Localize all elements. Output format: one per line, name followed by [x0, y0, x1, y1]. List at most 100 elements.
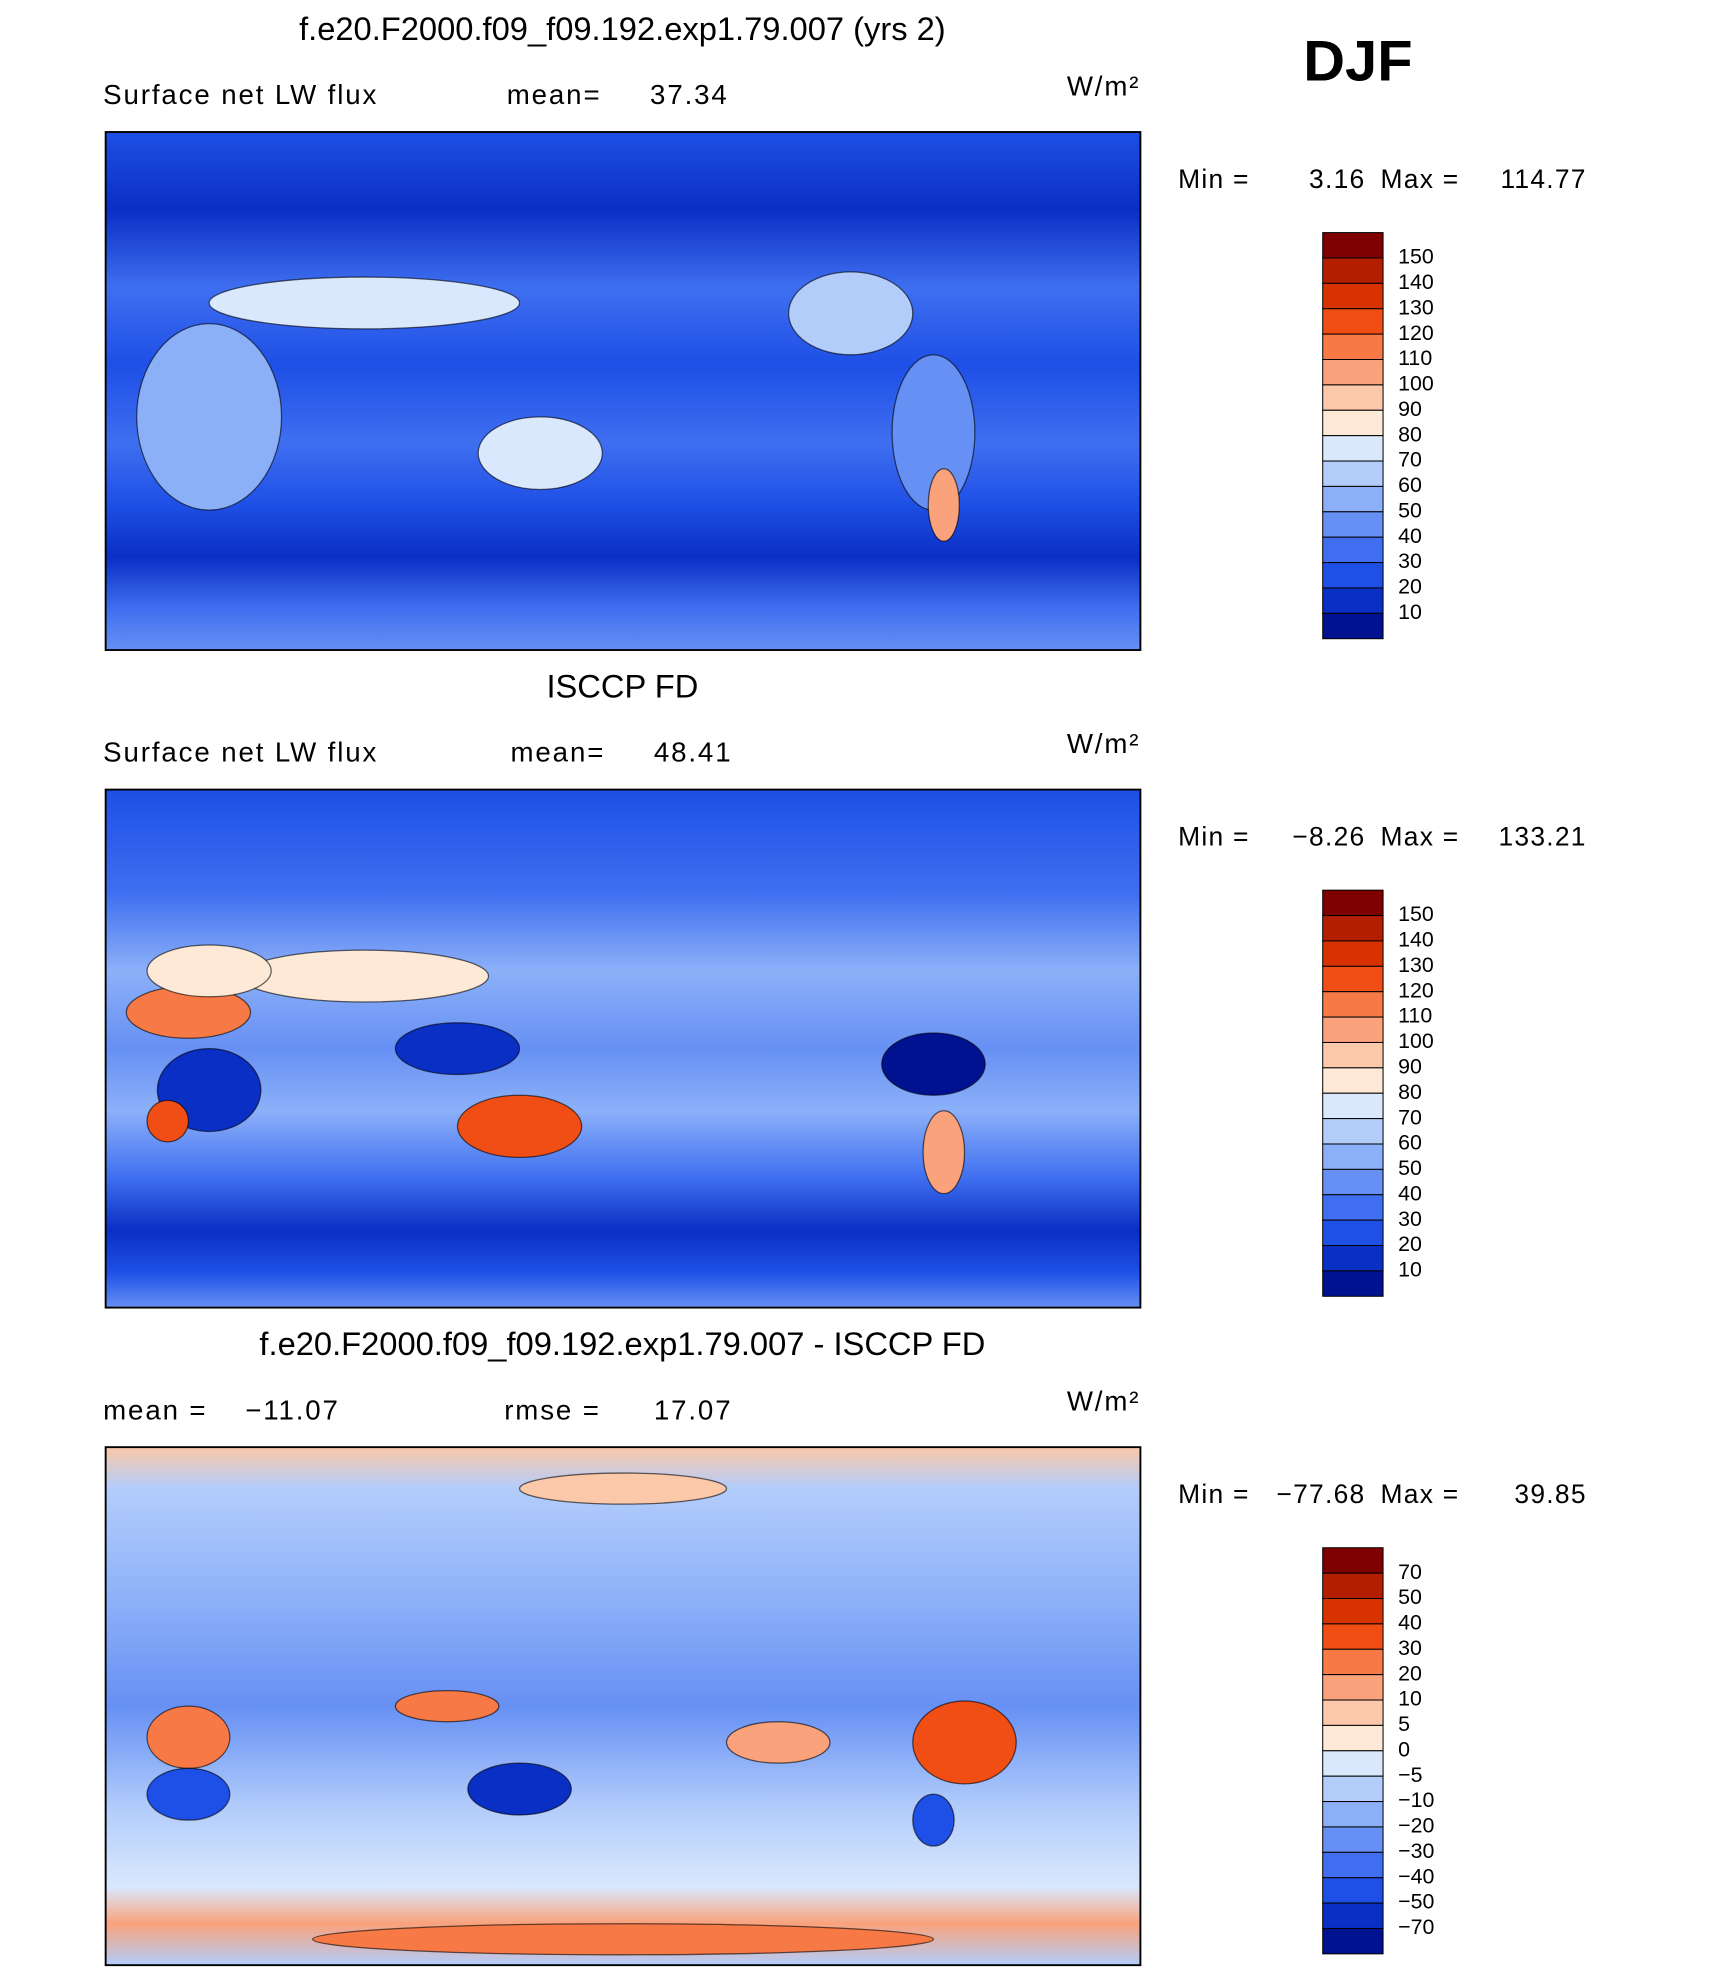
colorbar-label: 150	[1398, 245, 1434, 269]
colorbar-box	[1322, 562, 1384, 589]
colorbar-box	[1322, 282, 1384, 310]
colorbar-label: 10	[1398, 600, 1422, 624]
colorbar-box	[1322, 1041, 1384, 1069]
colorbar-label: 150	[1398, 902, 1434, 926]
min-label: Min =	[1178, 1479, 1250, 1509]
units: W/m²	[1067, 1385, 1141, 1416]
panel-header: mean =	[103, 1394, 207, 1425]
map-feature	[239, 949, 490, 1003]
colorbar-box	[1322, 1219, 1384, 1247]
colorbar-box	[1322, 612, 1384, 640]
colorbar-box	[1322, 359, 1384, 386]
min-value: −8.26	[1292, 822, 1365, 852]
colorbar-box	[1322, 1750, 1384, 1777]
colorbar-label: 20	[1398, 1661, 1422, 1685]
colorbar-label: 30	[1398, 1636, 1422, 1660]
map-feature	[146, 1099, 190, 1143]
panel-header: 37.34	[650, 79, 729, 110]
colorbar-box	[1322, 1877, 1384, 1904]
colorbar-box	[1322, 889, 1384, 917]
colorbar-label: 120	[1398, 978, 1434, 1002]
map-frame	[104, 131, 1142, 651]
colorbar-label: 10	[1398, 1687, 1422, 1711]
colorbar-box	[1322, 1775, 1384, 1803]
colorbar-box	[1322, 1067, 1384, 1094]
colorbar-label: 40	[1398, 1181, 1422, 1205]
colorbar-box	[1322, 587, 1384, 614]
colorbar-box	[1322, 1016, 1384, 1043]
colorbar-label: −10	[1398, 1788, 1434, 1812]
panel-header: −11.07	[245, 1394, 340, 1425]
map-feature	[912, 1793, 955, 1847]
colorbar-label: 100	[1398, 1029, 1434, 1053]
colorbar-box	[1322, 460, 1384, 487]
colorbar-label: 90	[1398, 397, 1422, 421]
map-frame	[104, 788, 1142, 1309]
colorbar-box	[1322, 1927, 1384, 1955]
colorbar-label: 5	[1398, 1712, 1410, 1736]
colorbar-label: 30	[1398, 549, 1422, 573]
map-feature	[311, 1923, 935, 1956]
colorbar-box	[1322, 1699, 1384, 1726]
colorbar-label: 100	[1398, 372, 1434, 396]
map-feature	[146, 944, 272, 998]
map-feature	[146, 1767, 231, 1821]
colorbar-box	[1322, 1648, 1384, 1676]
max-label: Max =	[1381, 164, 1460, 194]
panel-header: Surface net LW flux	[103, 79, 378, 110]
colorbar-box	[1322, 991, 1384, 1018]
colorbar-label: −70	[1398, 1915, 1434, 1939]
colorbar-box	[1322, 1118, 1384, 1145]
colorbar-box	[1322, 333, 1384, 361]
max-value: 39.85	[1514, 1479, 1586, 1509]
colorbar-box	[1322, 1902, 1384, 1929]
colorbar-box	[1322, 1572, 1384, 1600]
colorbar-label: 0	[1398, 1737, 1410, 1761]
colorbar-label: 20	[1398, 575, 1422, 599]
colorbar-label: 110	[1398, 1004, 1432, 1028]
colorbar-label: 70	[1398, 448, 1422, 472]
colorbar-box	[1322, 940, 1384, 967]
colorbar-box	[1322, 536, 1384, 564]
colorbar-box	[1322, 1143, 1384, 1170]
map-feature	[725, 1721, 831, 1764]
colorbar-label: 130	[1398, 953, 1434, 977]
colorbar-box	[1322, 1674, 1384, 1701]
min-value: 3.16	[1309, 164, 1365, 194]
map-field	[105, 789, 1141, 1308]
panel-title: f.e20.F2000.f09_f09.192.exp1.79.007 (yrs…	[299, 10, 946, 47]
colorbar-box	[1322, 1194, 1384, 1221]
colorbar-label: 80	[1398, 422, 1422, 446]
colorbar-label: 20	[1398, 1232, 1422, 1256]
season-label: DJF	[1303, 30, 1412, 94]
map	[105, 132, 1141, 651]
map-feature	[394, 1689, 500, 1723]
colorbar-label: 70	[1398, 1105, 1422, 1129]
colorbar-box	[1322, 1270, 1384, 1297]
colorbar-box	[1322, 1598, 1384, 1625]
colorbar-label: 50	[1398, 498, 1422, 522]
colorbar-label: 40	[1398, 524, 1422, 548]
map-feature	[208, 276, 521, 330]
min-label: Min =	[1178, 164, 1250, 194]
colorbar-box	[1322, 511, 1384, 538]
map-feature	[394, 1022, 521, 1076]
colorbar-label: 60	[1398, 473, 1422, 497]
map-feature	[136, 323, 283, 511]
map-feature	[912, 1700, 1017, 1785]
colorbar-label: 120	[1398, 321, 1434, 345]
max-value: 133.21	[1498, 822, 1586, 852]
colorbar-box	[1322, 435, 1384, 462]
colorbar-box	[1322, 1826, 1384, 1853]
colorbar-box	[1322, 1245, 1384, 1272]
colorbar-label: −20	[1398, 1814, 1434, 1838]
colorbar-label: 40	[1398, 1611, 1422, 1635]
panel-header: rmse =	[504, 1394, 601, 1425]
min-value: −77.68	[1276, 1479, 1365, 1509]
colorbar-label: 140	[1398, 270, 1434, 294]
colorbar-label: −40	[1398, 1864, 1434, 1888]
colorbar-label: 50	[1398, 1585, 1422, 1609]
colorbar-label: 50	[1398, 1156, 1422, 1180]
colorbar-box	[1322, 232, 1384, 259]
